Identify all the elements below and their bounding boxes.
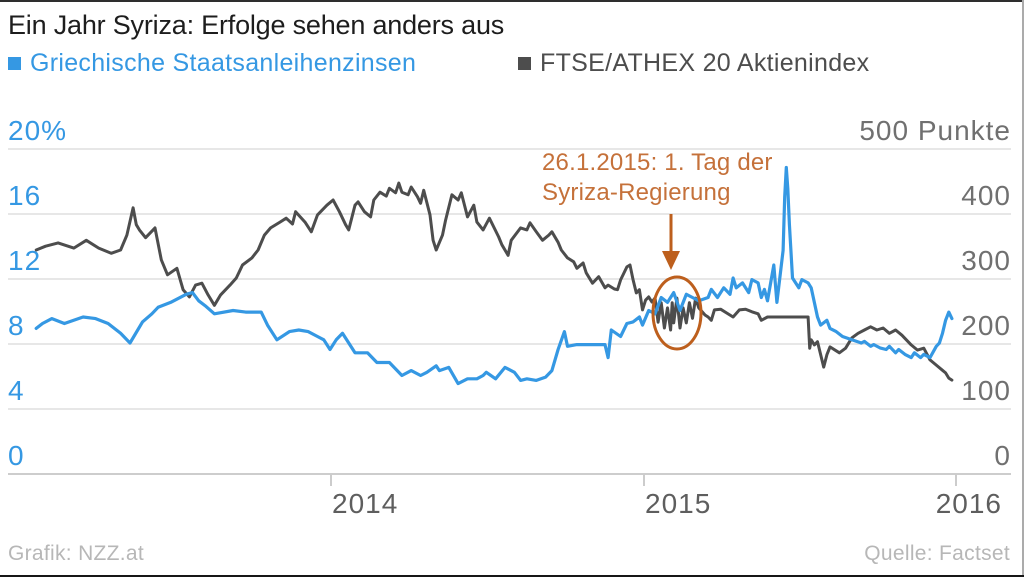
source-text: Quelle: Factset (864, 542, 1010, 565)
legend-swatch-athex-index (518, 57, 531, 70)
legend-label-athex-index: FTSE/ATHEX 20 Aktienindex (540, 49, 870, 77)
y-right-label-200: 200 (961, 310, 1011, 341)
y-right-label-400: 400 (961, 180, 1011, 211)
event-annotation-line1: 26.1.2015: 1. Tag der (542, 149, 773, 176)
legend-swatch-bond-yields (8, 57, 21, 70)
y-left-label-20pct: 20% (8, 115, 68, 146)
athex-index-line (34, 181, 954, 382)
y-right-label-100: 100 (961, 375, 1011, 406)
bond-yield-line (34, 165, 954, 386)
credit-text: Grafik: NZZ.at (8, 542, 145, 565)
x-label-2014: 2014 (332, 488, 399, 519)
y-left-label-16: 16 (8, 180, 42, 211)
chart-title: Ein Jahr Syriza: Erfolge sehen anders au… (8, 10, 505, 40)
y-left-label-0: 0 (8, 440, 25, 471)
gridline-12pct-300 (8, 278, 1011, 280)
x-label-2016: 2016 (935, 488, 1002, 519)
gridline-20pct-500 (8, 148, 1011, 150)
x-label-2015: 2015 (645, 488, 712, 519)
event-annotation: 26.1.2015: 1. Tag der Syriza-Regierung (542, 148, 773, 208)
gridline-4pct-100 (8, 408, 1011, 410)
top-border (0, 0, 1024, 2)
y-right-label-0: 0 (994, 440, 1011, 471)
bottom-border (0, 575, 1024, 577)
x-tick-2016 (955, 474, 957, 486)
legend-label-bond-yields: Griechische Staatsanleihenzinsen (30, 49, 417, 77)
y-left-label-4: 4 (8, 375, 25, 406)
x-tick-2015 (643, 474, 645, 486)
event-annotation-line2: Syriza-Regierung (542, 179, 731, 206)
annotation-highlight-ellipse (651, 275, 703, 351)
gridline-16pct-400 (8, 213, 1011, 215)
x-tick-2014 (330, 474, 332, 486)
annotation-arrow-head (662, 251, 680, 270)
gridline-8pct-200 (8, 343, 1011, 345)
y-left-label-8: 8 (8, 310, 25, 341)
y-right-label-300: 300 (961, 245, 1011, 276)
x-axis-baseline (8, 473, 1011, 475)
y-right-label-500: 500 Punkte (859, 115, 1011, 146)
right-border (1022, 0, 1024, 577)
